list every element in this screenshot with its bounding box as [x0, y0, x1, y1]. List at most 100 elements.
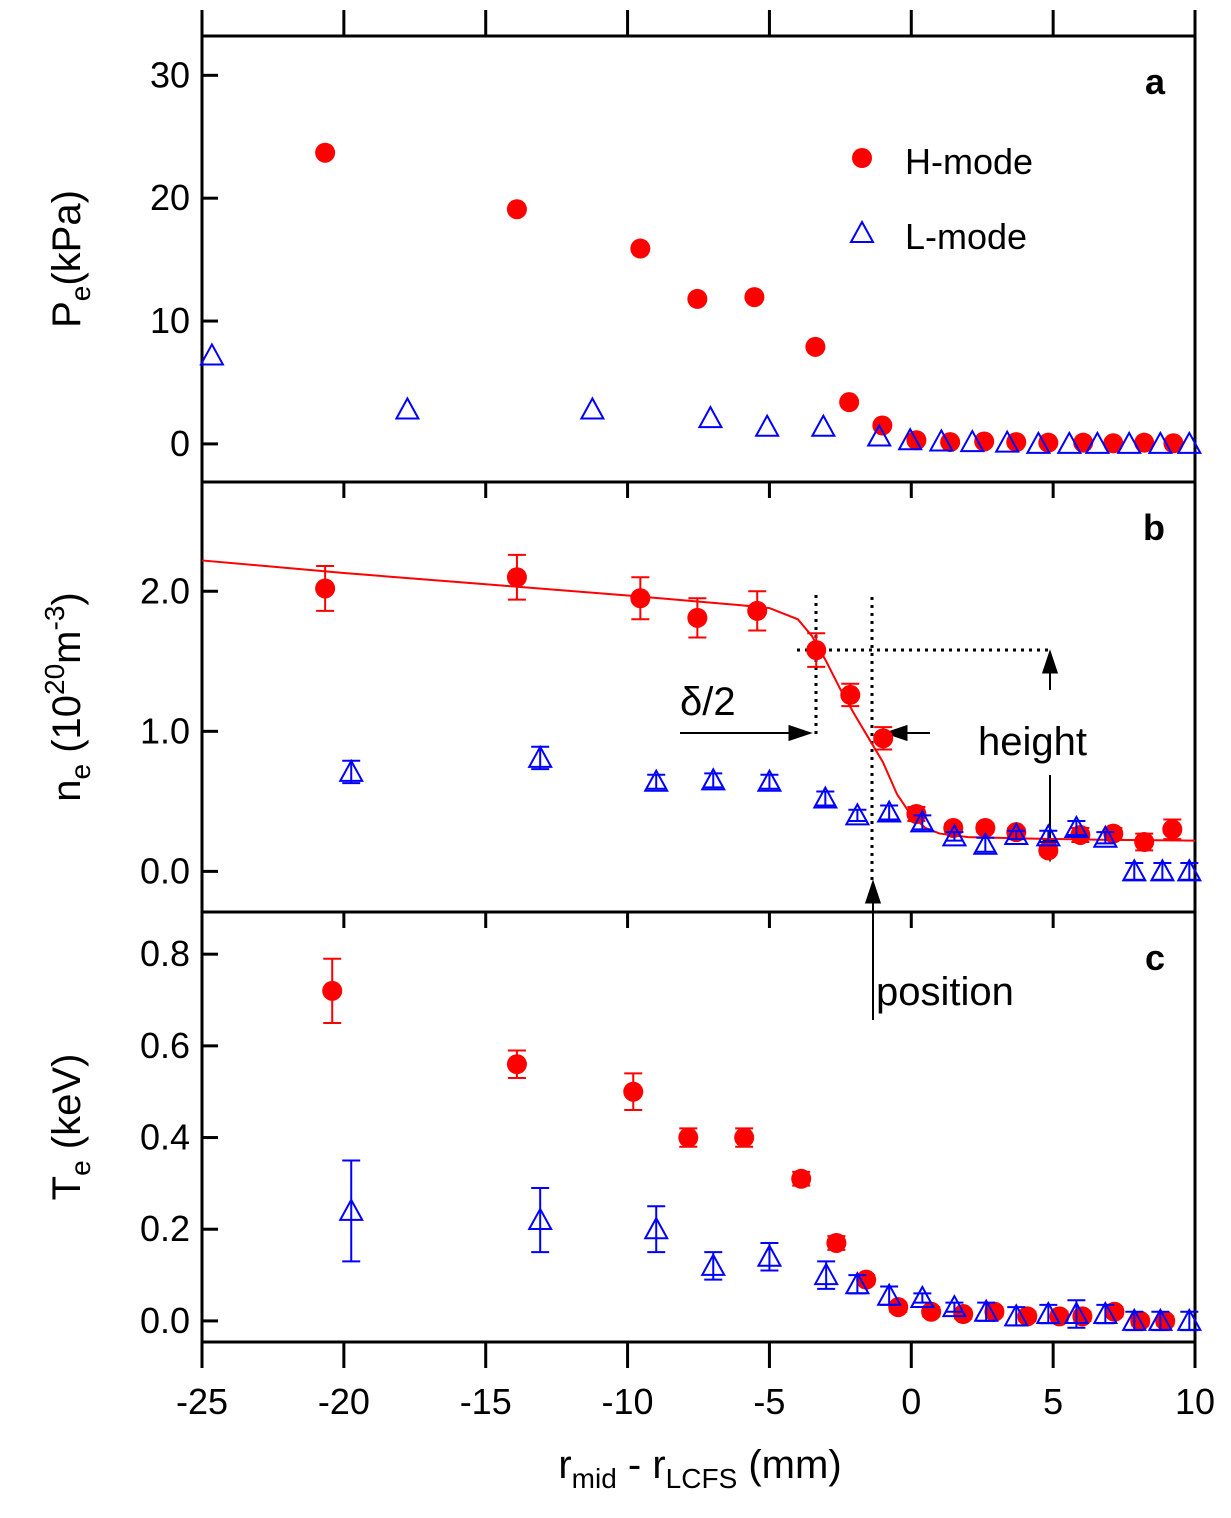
data-point [754, 413, 780, 437]
error-bar [976, 836, 995, 853]
data-point [975, 817, 996, 838]
data-point [1038, 432, 1059, 453]
y-tick-label: 0.8 [140, 933, 190, 974]
error-bar [647, 1205, 666, 1254]
error-bar [880, 804, 899, 821]
data-point [873, 728, 894, 749]
data-point [856, 1269, 877, 1290]
x-tick-label: -15 [460, 1381, 512, 1422]
data-point [974, 431, 995, 452]
label-part: (kPa) [45, 190, 89, 286]
data-point [700, 767, 726, 791]
arrow-head [883, 724, 908, 742]
data-point [1038, 840, 1059, 861]
data-point [888, 1297, 909, 1318]
y-axis-label: Pe(kPa) [45, 190, 96, 328]
data-point [844, 1271, 871, 1295]
x-tick-label: -5 [753, 1381, 785, 1422]
y-tick-label: 2.0 [140, 570, 190, 611]
data-point [1092, 824, 1119, 848]
y-tick-label: 0.0 [140, 1300, 190, 1341]
y-axis-label: ne (1020m-3) [39, 592, 96, 801]
data-point [897, 427, 923, 451]
data-point [1056, 430, 1083, 454]
data-point [1149, 858, 1176, 882]
x-tick-label: -10 [602, 1381, 654, 1422]
data-point [338, 1197, 364, 1221]
data-point [1017, 1306, 1038, 1327]
label-part: 20 [39, 664, 70, 695]
data-point [1121, 858, 1147, 882]
data-point [630, 588, 651, 609]
annotation: height [978, 720, 1087, 764]
data-point [697, 405, 724, 429]
y-tick-label: 1.0 [140, 710, 190, 751]
data-point [527, 1206, 553, 1231]
data-point [744, 287, 765, 308]
label-part: e [65, 286, 96, 302]
panel-label: c [1145, 937, 1165, 978]
data-point [1176, 1307, 1203, 1331]
label-part: (keV) [45, 1054, 89, 1161]
y-tick-label: 30 [150, 54, 190, 95]
data-point [1121, 1307, 1147, 1331]
error-bar [1096, 831, 1115, 845]
data-point [994, 429, 1020, 453]
error-bar [913, 814, 932, 831]
plot-frame [200, 34, 1197, 484]
error-bar [1039, 829, 1058, 843]
label-part: n [45, 779, 89, 801]
data-point [1073, 432, 1094, 453]
y-tick-label: 0.6 [140, 1025, 190, 1066]
data-point [1176, 430, 1203, 454]
error-bar [342, 1159, 361, 1263]
data-point [678, 1127, 699, 1148]
data-point [1134, 432, 1155, 453]
data-point [826, 1232, 847, 1253]
panel-label: b [1143, 507, 1165, 548]
data-point [756, 768, 783, 792]
data-point [1025, 430, 1052, 454]
data-point [394, 396, 421, 420]
error-bar [945, 831, 964, 842]
data-point [1063, 1300, 1090, 1325]
data-point [623, 1081, 644, 1102]
data-point [756, 1243, 783, 1267]
data-point [972, 831, 999, 855]
annotation-lines [680, 595, 1059, 1020]
data-point [322, 980, 343, 1001]
data-point [1162, 819, 1183, 840]
data-point [1176, 858, 1203, 882]
legend-label: H-mode [905, 141, 1033, 182]
data-point [1035, 1300, 1062, 1325]
data-point [1147, 1307, 1174, 1331]
data-point [813, 1261, 839, 1286]
data-point [840, 684, 861, 705]
y-tick-label: 0.0 [140, 850, 190, 891]
label-part: ) [45, 592, 89, 605]
x-tick-label: -25 [176, 1381, 228, 1422]
data-point [1116, 430, 1142, 454]
y-tick-label: 0 [170, 423, 190, 464]
data-point [506, 1054, 527, 1075]
data-point [1104, 1301, 1125, 1322]
error-bar [704, 772, 723, 789]
label-part: e [65, 764, 96, 780]
legend-marker [852, 148, 872, 168]
data-point [1092, 1300, 1119, 1325]
error-bar [1067, 819, 1086, 836]
data-point [876, 1282, 902, 1306]
annotation: δ/2 [680, 680, 736, 724]
label-part: LCFS [666, 1463, 738, 1494]
data-point [315, 578, 336, 599]
data-point [643, 768, 669, 792]
data-point [909, 1284, 936, 1308]
data-point [810, 413, 837, 437]
error-bar [945, 1301, 964, 1313]
data-point [805, 336, 826, 357]
y-tick-label: 10 [150, 300, 190, 341]
arrow-head [788, 724, 813, 742]
label-part: (10 [45, 695, 89, 764]
